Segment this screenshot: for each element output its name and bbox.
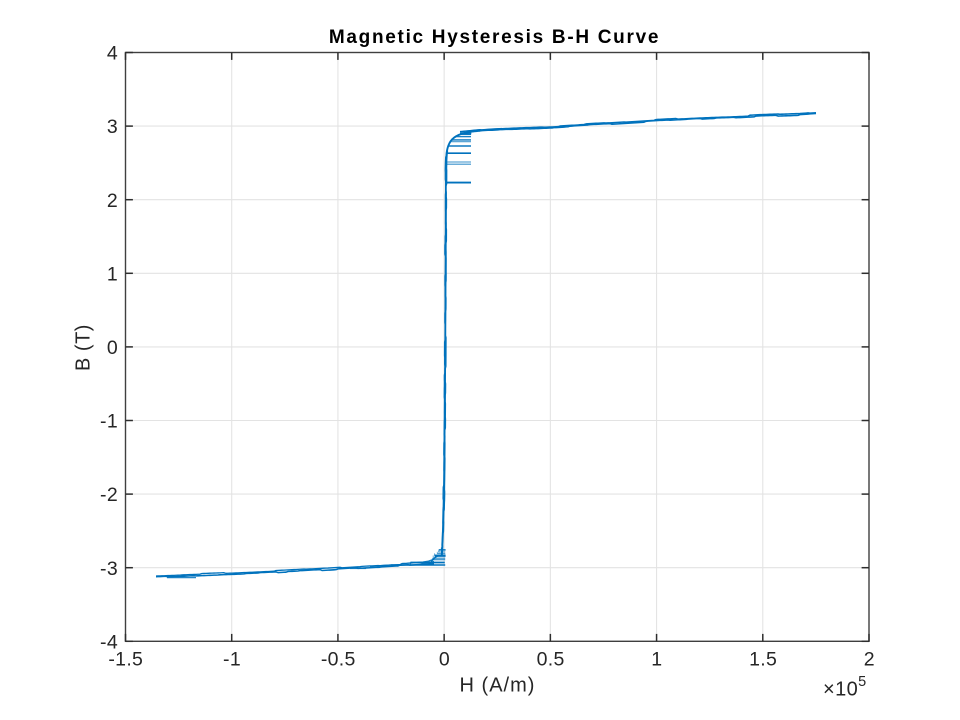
- svg-text:-1: -1: [100, 411, 118, 433]
- svg-text:-3: -3: [100, 558, 118, 580]
- svg-text:1: 1: [651, 649, 662, 671]
- svg-text:0: 0: [439, 649, 450, 671]
- svg-text:0: 0: [107, 337, 118, 359]
- svg-text:Magnetic Hysteresis B-H Curve: Magnetic Hysteresis B-H Curve: [329, 27, 660, 48]
- svg-text:-1: -1: [223, 649, 241, 671]
- svg-text:B (T): B (T): [73, 324, 95, 371]
- svg-text:H (A/m): H (A/m): [460, 674, 536, 696]
- svg-text:1: 1: [107, 263, 118, 285]
- svg-text:4: 4: [107, 43, 118, 65]
- svg-text:-1.5: -1.5: [108, 649, 143, 671]
- svg-text:3: 3: [107, 116, 118, 138]
- svg-text:-0.5: -0.5: [321, 649, 356, 671]
- svg-text:2: 2: [107, 190, 118, 212]
- svg-text:-2: -2: [100, 484, 118, 506]
- svg-text:-4: -4: [100, 631, 118, 653]
- svg-text:2: 2: [864, 649, 875, 671]
- svg-text:1.5: 1.5: [749, 649, 777, 671]
- svg-text:0.5: 0.5: [537, 649, 565, 671]
